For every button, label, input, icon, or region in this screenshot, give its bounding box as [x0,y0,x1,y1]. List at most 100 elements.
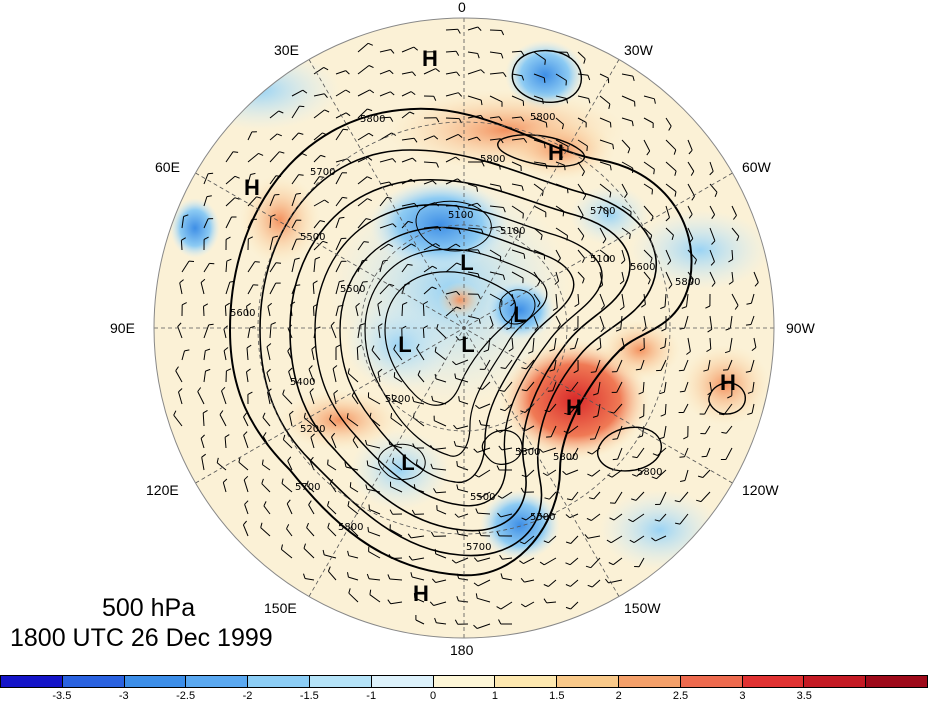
wind-barb-flag [436,117,440,123]
wind-barb [593,491,601,500]
wind-barb [181,216,185,229]
wind-barb-flag [181,237,186,241]
wind-barb [621,139,631,149]
wind-barb-flag [619,306,625,311]
wind-barb [200,282,205,295]
contour-5100 [415,200,492,252]
wind-barb [389,444,403,449]
wind-barb-flag [369,89,375,94]
wind-barbs [173,26,759,629]
wind-barb [436,509,447,515]
wind-barb-flag [632,456,638,459]
wind-barb-flag [714,192,718,197]
wind-barb [590,557,601,569]
wind-barb [203,173,209,185]
wind-barb [555,95,567,99]
contour-5400 [339,226,575,484]
wind-barb-flag [688,149,693,155]
wind-barb [423,161,437,164]
wind-barb [247,261,256,273]
contour-5800-outer [228,107,693,577]
wind-barb-flag [435,243,441,247]
wind-barb-flag [345,70,350,75]
wind-barb [620,315,623,330]
wind-barb [423,243,436,251]
contour-label: 5400 [290,377,315,388]
wind-barb [660,359,667,371]
contour-label: 5100 [500,226,525,237]
wind-barb-flag [458,229,461,235]
wind-barb [243,416,249,427]
wind-barb [566,469,579,476]
wind-barb-flag [641,303,646,308]
wind-barb [335,217,340,229]
wind-barb [753,271,759,283]
wind-barb-flag [496,531,500,537]
high-center: H [720,370,736,395]
wind-barb [511,227,521,234]
wind-barb [614,491,623,504]
wind-barb [687,227,694,239]
wind-barb [549,403,557,412]
wind-barb-flag [600,305,605,310]
wind-barb-flag [342,128,349,131]
wind-barb [269,262,277,273]
wind-barb [369,509,381,515]
wind-barb-flag [477,26,482,31]
wind-barb [709,249,715,262]
wind-barb-flag [339,280,345,283]
wind-barb-flag [458,396,460,402]
wind-barb [267,306,271,317]
wind-barb [467,95,482,101]
wind-barb [571,447,579,460]
wind-barb [659,491,667,505]
colorbar-segment [680,676,743,687]
wind-barb [665,183,677,193]
wind-barb [511,161,522,167]
colorbar-tick-label: -2 [242,690,253,702]
wind-barb-flag [631,121,634,127]
wind-barb [379,91,391,97]
wind-barb-flag [561,124,564,130]
wind-barb-flag [410,572,413,578]
wind-barb-flag [286,524,290,529]
wind-barb-flag [367,156,373,161]
wind-barb [599,205,609,213]
wind-barb [501,491,513,499]
wind-barb-flag [587,584,593,588]
wind-barb [247,131,253,141]
wind-barb [632,513,645,523]
contour-label: 5100 [590,254,615,265]
wind-barb [525,359,535,370]
contour-label: 5700 [590,206,615,217]
wind-barb [435,378,447,383]
wind-barb-flag [387,574,391,580]
wind-barb-flag [327,459,329,465]
wind-barb [568,403,579,415]
wind-barb [525,513,535,521]
wind-barb [599,337,602,348]
wind-barb [368,531,381,537]
wind-barb [570,381,579,392]
wind-barb [687,161,695,172]
wind-barb [269,324,272,339]
contour-label: 5700 [466,542,491,553]
wind-barb [729,315,733,329]
wind-barb-flag [342,196,348,199]
wind-barb-flag [688,214,693,219]
wind-barb-flag [706,348,712,353]
wind-barb [269,216,272,229]
wind-barb-flag [582,278,585,284]
wind-barb-flag [238,457,241,463]
wind-barb-flag [565,514,571,519]
wind-barb [401,91,412,97]
wind-barb [327,505,337,515]
wind-barb-flag [651,537,656,542]
wind-barb-flag [499,554,503,560]
wind-barb-flag [392,223,397,228]
wind-barb [350,528,359,537]
wind-barb [348,576,359,581]
wind-barb-flag [476,186,478,192]
wind-barb [467,183,477,188]
wind-barb-flag [389,283,395,287]
